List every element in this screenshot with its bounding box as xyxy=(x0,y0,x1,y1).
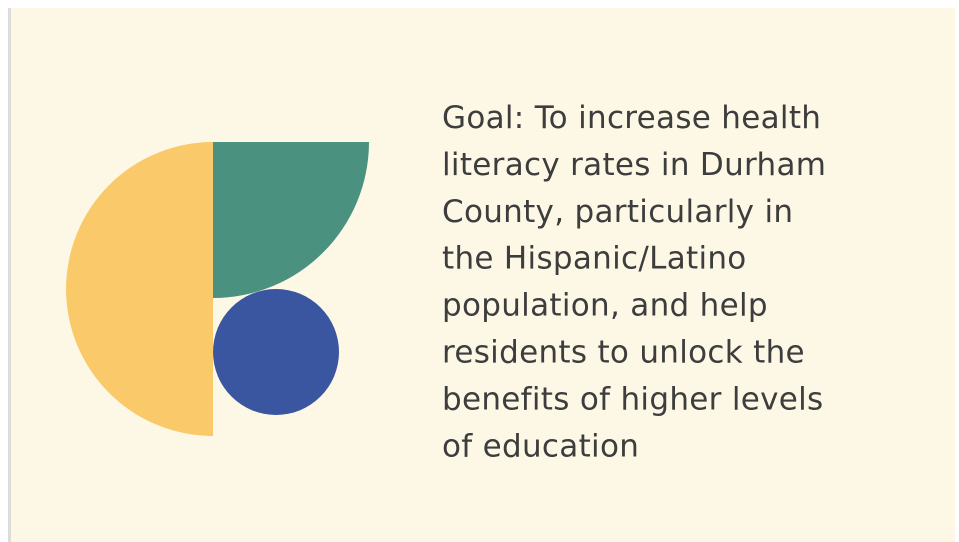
text-line: benefits of higher levels xyxy=(442,381,824,417)
text-line: Goal: To increase health xyxy=(442,100,821,136)
text-line: population, and help xyxy=(442,288,768,324)
green-quarter-circle xyxy=(213,142,369,298)
text-line: residents to unlock the xyxy=(442,335,805,371)
yellow-half-circle xyxy=(66,142,213,436)
text-line: of education xyxy=(442,428,639,464)
blue-circle xyxy=(213,289,339,415)
goal-text: Goal: To increase health literacy rates i… xyxy=(442,100,826,464)
slide-edge xyxy=(8,8,11,542)
text-line: the Hispanic/Latino xyxy=(442,241,747,277)
text-line: literacy rates in Durham xyxy=(442,147,826,183)
text-line: County, particularly in xyxy=(442,194,793,230)
